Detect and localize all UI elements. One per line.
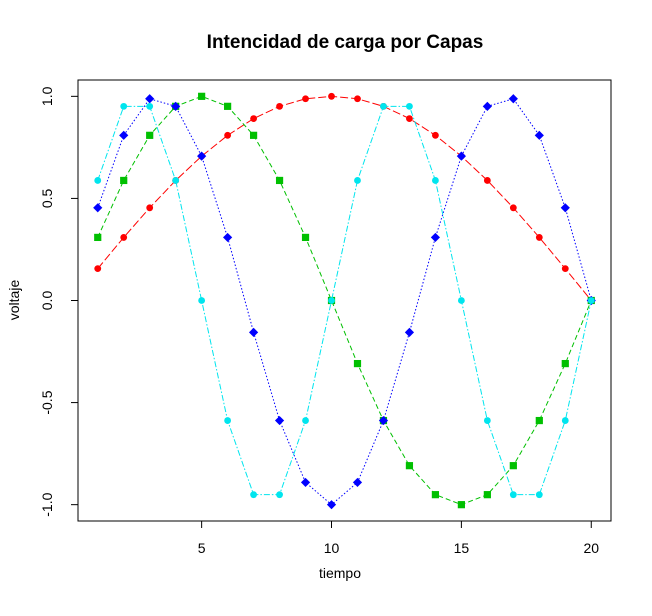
- y-axis: -1.0 -0.5 0.0 0.5 1.0: [39, 86, 79, 517]
- data-point: [224, 131, 232, 139]
- data-point: [94, 265, 102, 273]
- data-point: [561, 359, 569, 368]
- data-point: [457, 501, 465, 509]
- data-point: [198, 92, 206, 100]
- data-point: [352, 477, 363, 488]
- data-point: [171, 101, 181, 111]
- x-tick-label: 15: [454, 540, 470, 556]
- data-point: [250, 491, 257, 499]
- data-point: [120, 176, 128, 185]
- data-point: [457, 297, 465, 304]
- data-point: [456, 151, 466, 161]
- data-point: [560, 203, 570, 213]
- data-point: [224, 102, 232, 110]
- data-point: [301, 233, 310, 242]
- data-point: [274, 415, 285, 426]
- data-point: [483, 177, 491, 184]
- data-point: [404, 327, 415, 337]
- data-point: [146, 131, 154, 139]
- x-tick-label: 5: [198, 540, 206, 556]
- data-point: [119, 130, 129, 140]
- data-point: [224, 417, 232, 424]
- x-tick-label: 10: [324, 540, 340, 556]
- data-point: [354, 95, 361, 103]
- data-point: [587, 297, 595, 304]
- y-axis-label: voltaje: [6, 280, 22, 321]
- x-axis: 5 10 15 20: [198, 520, 599, 556]
- series-3: [93, 94, 596, 510]
- data-point: [93, 203, 103, 213]
- data-point: [275, 176, 284, 185]
- series-2: [94, 92, 595, 509]
- data-point: [120, 234, 128, 241]
- data-point: [509, 491, 517, 499]
- data-point: [534, 130, 544, 140]
- data-point: [561, 265, 569, 273]
- data-point: [483, 417, 491, 424]
- data-point: [431, 491, 440, 499]
- data-point: [353, 359, 362, 368]
- y-tick-label: -0.5: [39, 390, 55, 414]
- data-point: [302, 417, 309, 424]
- data-point: [535, 416, 543, 425]
- y-tick-label: 0.5: [39, 188, 55, 208]
- data-point: [276, 102, 283, 110]
- data-point: [328, 297, 335, 304]
- series-1: [94, 92, 595, 304]
- data-point: [302, 95, 309, 103]
- data-point: [145, 94, 155, 104]
- data-point: [508, 94, 518, 104]
- data-point: [146, 102, 154, 110]
- data-point: [482, 101, 492, 111]
- data-point: [432, 131, 439, 139]
- data-point: [248, 327, 259, 337]
- data-point: [430, 232, 441, 243]
- data-point: [406, 115, 413, 122]
- data-point: [94, 177, 102, 184]
- data-point: [406, 102, 413, 110]
- data-point: [354, 177, 361, 184]
- data-point: [120, 102, 128, 110]
- series-4: [94, 102, 595, 499]
- chart-title: Intencidad de carga por Capas: [207, 32, 484, 53]
- series-line: [97, 98, 592, 506]
- data-point: [328, 92, 335, 100]
- data-point: [250, 115, 257, 122]
- data-point: [535, 234, 543, 241]
- data-point: [326, 500, 337, 510]
- y-tick-label: -1.0: [39, 492, 55, 516]
- data-point: [380, 102, 387, 110]
- data-point: [483, 491, 491, 499]
- y-tick-label: 1.0: [39, 86, 55, 106]
- x-tick-label: 20: [583, 540, 599, 556]
- data-point: [509, 462, 517, 470]
- y-tick-label: 0.0: [39, 291, 55, 311]
- data-point: [197, 151, 207, 161]
- data-point: [249, 131, 258, 139]
- data-point: [378, 415, 389, 426]
- data-point: [223, 232, 233, 243]
- series-line: [97, 95, 592, 301]
- series-line: [97, 105, 592, 496]
- data-point: [561, 417, 569, 424]
- data-point: [509, 204, 517, 212]
- plot-frame: [77, 79, 612, 522]
- x-axis-label: tiempo: [319, 565, 361, 581]
- data-point: [300, 477, 311, 488]
- data-point: [198, 297, 206, 304]
- data-point: [432, 177, 439, 184]
- series-layer: [93, 92, 596, 510]
- data-point: [172, 177, 180, 184]
- data-point: [405, 462, 414, 470]
- data-point: [276, 491, 283, 499]
- series-line: [97, 95, 592, 506]
- data-point: [146, 204, 154, 212]
- data-point: [94, 233, 102, 242]
- data-point: [535, 491, 543, 499]
